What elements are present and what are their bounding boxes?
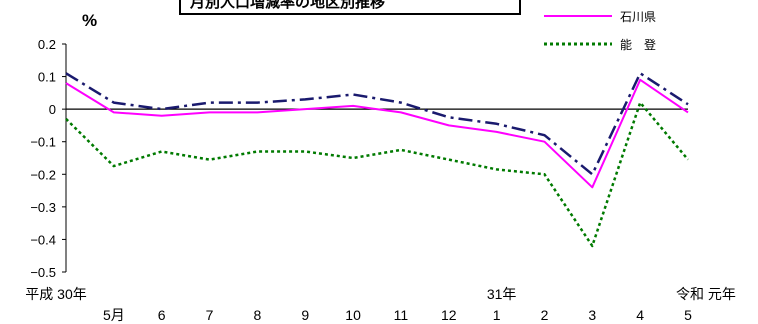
x-tick-label: 5 [684,307,692,323]
y-tick-label: 0.1 [38,70,56,85]
x-tick-label: 10 [345,307,361,323]
legend: 石川県 能 登 [540,0,680,56]
title-box: 月別人口増減率の地区別推移 [179,0,521,15]
era-label: 31年 [487,286,517,302]
y-axis: 0.2 0.1 0 −0.1 −0.2 −0.3 −0.4 −0.5 [30,37,688,280]
x-tick-label: 5月 [103,307,125,323]
x-tick-label: 12 [441,307,457,323]
title-box-text: 月別人口増減率の地区別推移 [189,0,385,11]
series-line-2 [65,101,689,248]
series-layer [65,72,689,248]
x-tick-label: 2 [541,307,549,323]
y-tick-label: 0 [49,102,56,117]
y-tick-label: −0.5 [30,265,56,280]
y-unit-label: % [82,11,97,30]
x-tick-label: 6 [158,307,166,323]
era-label: 平成 30年 [25,286,86,302]
y-tick-label: −0.4 [30,232,56,247]
x-tick-label: 1 [493,307,501,323]
series-line-1 [65,78,689,189]
x-tick-label: 7 [206,307,214,323]
y-tick-label: −0.3 [30,200,56,215]
era-label: 令和 元年 [676,286,736,302]
x-tick-label: 4 [636,307,644,323]
x-tick-label: 3 [588,307,596,323]
x-tick-label: 11 [394,307,409,323]
y-tick-label: 0.2 [38,37,56,52]
x-axis: 5月 6 7 8 9 10 11 12 1 2 3 4 5平成 30年 31年 令和 元年 [25,286,736,323]
legend-label-noto: 能 登 [620,37,656,52]
series-line-0 [65,72,689,176]
legend-label-ishikawa: 石川県 [620,10,656,24]
x-tick-label: 9 [301,307,309,323]
y-tick-label: −0.2 [30,167,56,182]
x-tick-label: 8 [253,307,261,323]
y-tick-label: −0.1 [30,135,56,150]
